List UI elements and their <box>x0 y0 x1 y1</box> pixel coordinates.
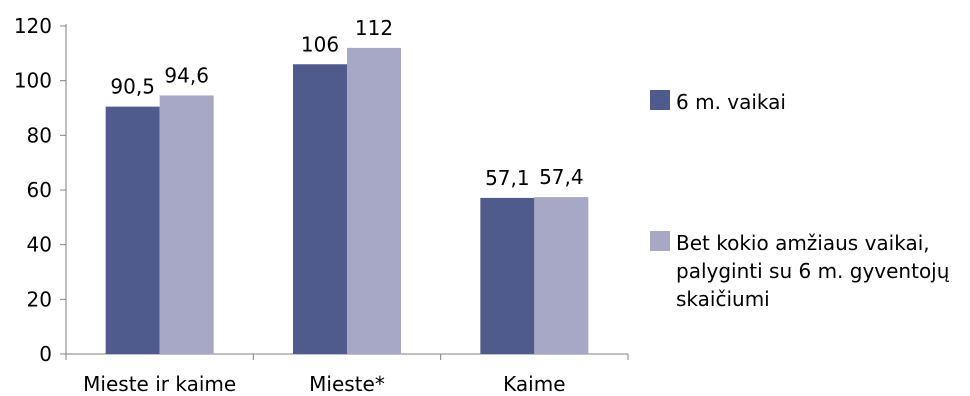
data-label: 90,5 <box>110 75 155 99</box>
y-tick-label: 100 <box>14 69 52 93</box>
y-tick-label: 80 <box>27 123 52 147</box>
legend-label-bet-kokio-amziaus-vaikai: Bet kokio amžiaus vaikai, palyginti su 6… <box>676 231 950 311</box>
x-tick-label: Mieste* <box>309 372 385 396</box>
legend-item-6m-vaikai: 6 m. vaikai <box>650 88 786 116</box>
bar-series2 <box>159 95 214 354</box>
legend-label-6m-vaikai: 6 m. vaikai <box>676 90 786 114</box>
y-tick-label: 20 <box>27 287 52 311</box>
y-tick-label: 60 <box>27 178 52 202</box>
legend-item-bet-kokio-amziaus-vaikai: Bet kokio amžiaus vaikai, palyginti su 6… <box>650 229 949 313</box>
data-label: 57,4 <box>539 165 584 189</box>
data-label: 57,1 <box>485 166 530 190</box>
y-tick-label: 120 <box>14 14 52 38</box>
bar-series1 <box>105 106 160 354</box>
bar-series2 <box>534 197 589 354</box>
bar-series1 <box>293 64 347 355</box>
data-label: 112 <box>355 16 393 40</box>
legend: 6 m. vaikai Bet kokio amžiaus vaikai, pa… <box>650 0 970 396</box>
y-tick-label: 0 <box>39 342 52 366</box>
legend-swatch-bet-kokio-amziaus-vaikai <box>650 231 670 251</box>
x-tick-label: Mieste ir kaime <box>83 372 236 396</box>
y-tick-label: 40 <box>27 233 52 257</box>
data-label: 94,6 <box>164 63 209 87</box>
legend-swatch-6m-vaikai <box>650 90 670 110</box>
bar-series1 <box>480 197 535 354</box>
bar-series2 <box>347 47 401 354</box>
x-tick-label: Kaime <box>503 372 565 396</box>
data-label: 106 <box>301 32 339 56</box>
